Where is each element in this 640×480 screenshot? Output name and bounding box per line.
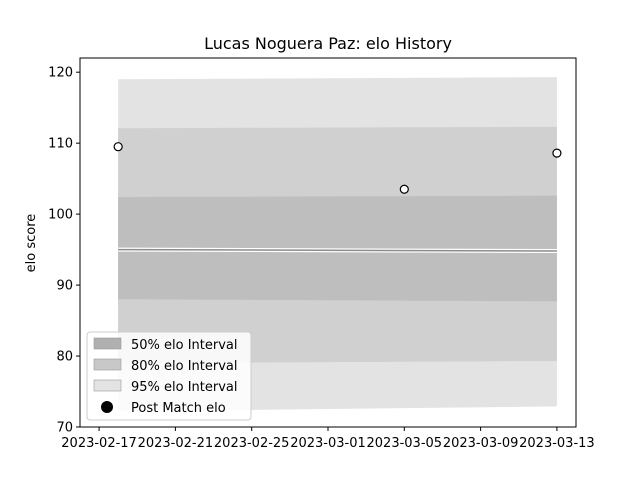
x-tick-label: 2023-02-17 bbox=[61, 436, 137, 451]
y-tick-label: 80 bbox=[56, 350, 73, 365]
legend-label: 50% elo Interval bbox=[131, 338, 238, 353]
chart-title: Lucas Noguera Paz: elo History bbox=[204, 34, 452, 53]
x-tick-label: 2023-03-13 bbox=[519, 436, 595, 451]
y-tick-label: 70 bbox=[56, 421, 73, 436]
x-tick-label: 2023-03-05 bbox=[367, 436, 443, 451]
legend-box bbox=[86, 331, 252, 421]
post-match-point bbox=[399, 184, 409, 194]
y-axis-label: elo score bbox=[24, 214, 39, 273]
post-match-point bbox=[113, 142, 123, 152]
x-tick-label: 2023-03-09 bbox=[443, 436, 519, 451]
legend-marker bbox=[101, 401, 113, 413]
legend-label: 80% elo Interval bbox=[131, 359, 238, 374]
plot-area bbox=[113, 77, 562, 412]
y-tick-label: 90 bbox=[56, 279, 73, 294]
x-tick-label: 2023-02-25 bbox=[214, 436, 290, 451]
legend-swatch bbox=[93, 379, 122, 392]
x-tick-label: 2023-03-01 bbox=[290, 436, 366, 451]
legend-swatch bbox=[93, 337, 122, 350]
post-match-point bbox=[552, 148, 562, 158]
mean-line bbox=[118, 248, 557, 252]
legend-swatch bbox=[93, 358, 122, 371]
x-tick-label: 2023-02-21 bbox=[138, 436, 214, 451]
legend: 50% elo Interval 80% elo Interval 95% elo … bbox=[86, 331, 252, 421]
y-tick-label: 110 bbox=[48, 137, 73, 152]
y-tick-label: 100 bbox=[48, 208, 73, 223]
y-tick-label: 120 bbox=[48, 66, 73, 81]
legend-label: Post Match elo bbox=[131, 401, 226, 416]
legend-label: 95% elo Interval bbox=[131, 380, 238, 395]
